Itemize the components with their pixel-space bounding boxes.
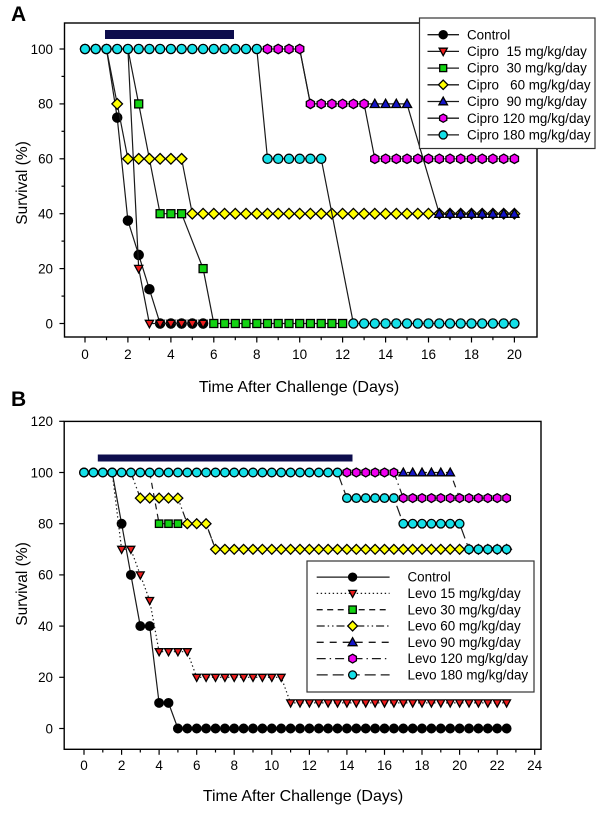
svg-text:12: 12: [302, 758, 317, 773]
svg-text:Levo 30 mg/kg/day: Levo 30 mg/kg/day: [408, 602, 521, 617]
svg-text:14: 14: [339, 758, 355, 773]
svg-text:20: 20: [38, 261, 53, 276]
svg-text:Levo 15 mg/kg/day: Levo 15 mg/kg/day: [408, 586, 521, 601]
svg-text:8: 8: [230, 758, 238, 773]
svg-text:20: 20: [452, 758, 467, 773]
svg-text:16: 16: [377, 758, 392, 773]
svg-text:24: 24: [527, 758, 543, 773]
svg-text:20: 20: [38, 670, 53, 685]
svg-text:Levo 120 mg/kg/day: Levo 120 mg/kg/day: [408, 651, 529, 666]
svg-text:B: B: [11, 388, 26, 411]
svg-text:Cipro 120 mg/kg/day: Cipro 120 mg/kg/day: [467, 111, 591, 126]
svg-text:4: 4: [167, 347, 175, 362]
svg-text:Cipro 180 mg/kg/day: Cipro 180 mg/kg/day: [467, 128, 591, 143]
svg-text:8: 8: [253, 347, 261, 362]
svg-text:Cipro 30 mg/kg/day: Cipro 30 mg/kg/day: [467, 61, 587, 76]
svg-text:0: 0: [81, 347, 89, 362]
svg-text:Cipro 15 mg/kg/day: Cipro 15 mg/kg/day: [467, 44, 587, 59]
svg-text:Control: Control: [467, 27, 510, 42]
svg-text:Survival (%): Survival (%): [14, 542, 31, 626]
svg-text:20: 20: [507, 347, 522, 362]
svg-text:Time After Challenge (Days): Time After Challenge (Days): [203, 788, 403, 805]
svg-text:6: 6: [193, 758, 201, 773]
svg-text:Survival (%): Survival (%): [14, 141, 31, 225]
svg-text:4: 4: [155, 758, 163, 773]
svg-text:Control: Control: [408, 570, 451, 585]
svg-text:100: 100: [31, 42, 53, 57]
svg-text:2: 2: [124, 347, 132, 362]
svg-text:80: 80: [38, 97, 53, 112]
svg-text:6: 6: [210, 347, 218, 362]
svg-text:0: 0: [46, 721, 53, 736]
svg-text:A: A: [11, 3, 26, 26]
svg-text:60: 60: [38, 568, 53, 583]
svg-text:Levo 60 mg/kg/day: Levo 60 mg/kg/day: [408, 619, 521, 634]
svg-text:40: 40: [38, 207, 53, 222]
svg-text:22: 22: [490, 758, 505, 773]
svg-text:18: 18: [414, 758, 429, 773]
svg-text:Cipro 60 mg/kg/day: Cipro 60 mg/kg/day: [467, 77, 591, 92]
svg-text:Cipro 90 mg/kg/day: Cipro 90 mg/kg/day: [467, 94, 587, 109]
svg-text:Levo 90 mg/kg/day: Levo 90 mg/kg/day: [408, 635, 521, 650]
svg-text:80: 80: [38, 517, 53, 532]
svg-text:40: 40: [38, 619, 53, 634]
svg-text:10: 10: [292, 347, 307, 362]
svg-text:Levo 180 mg/kg/day: Levo 180 mg/kg/day: [408, 668, 529, 683]
svg-text:0: 0: [46, 316, 53, 331]
svg-text:100: 100: [31, 465, 53, 480]
svg-text:12: 12: [335, 347, 350, 362]
svg-text:14: 14: [378, 347, 394, 362]
svg-text:Time After Challenge (Days): Time After Challenge (Days): [199, 379, 399, 396]
svg-text:10: 10: [264, 758, 279, 773]
svg-text:0: 0: [80, 758, 88, 773]
svg-text:120: 120: [31, 414, 53, 429]
svg-text:2: 2: [118, 758, 126, 773]
svg-text:18: 18: [464, 347, 479, 362]
svg-text:16: 16: [421, 347, 436, 362]
svg-text:60: 60: [38, 152, 53, 167]
